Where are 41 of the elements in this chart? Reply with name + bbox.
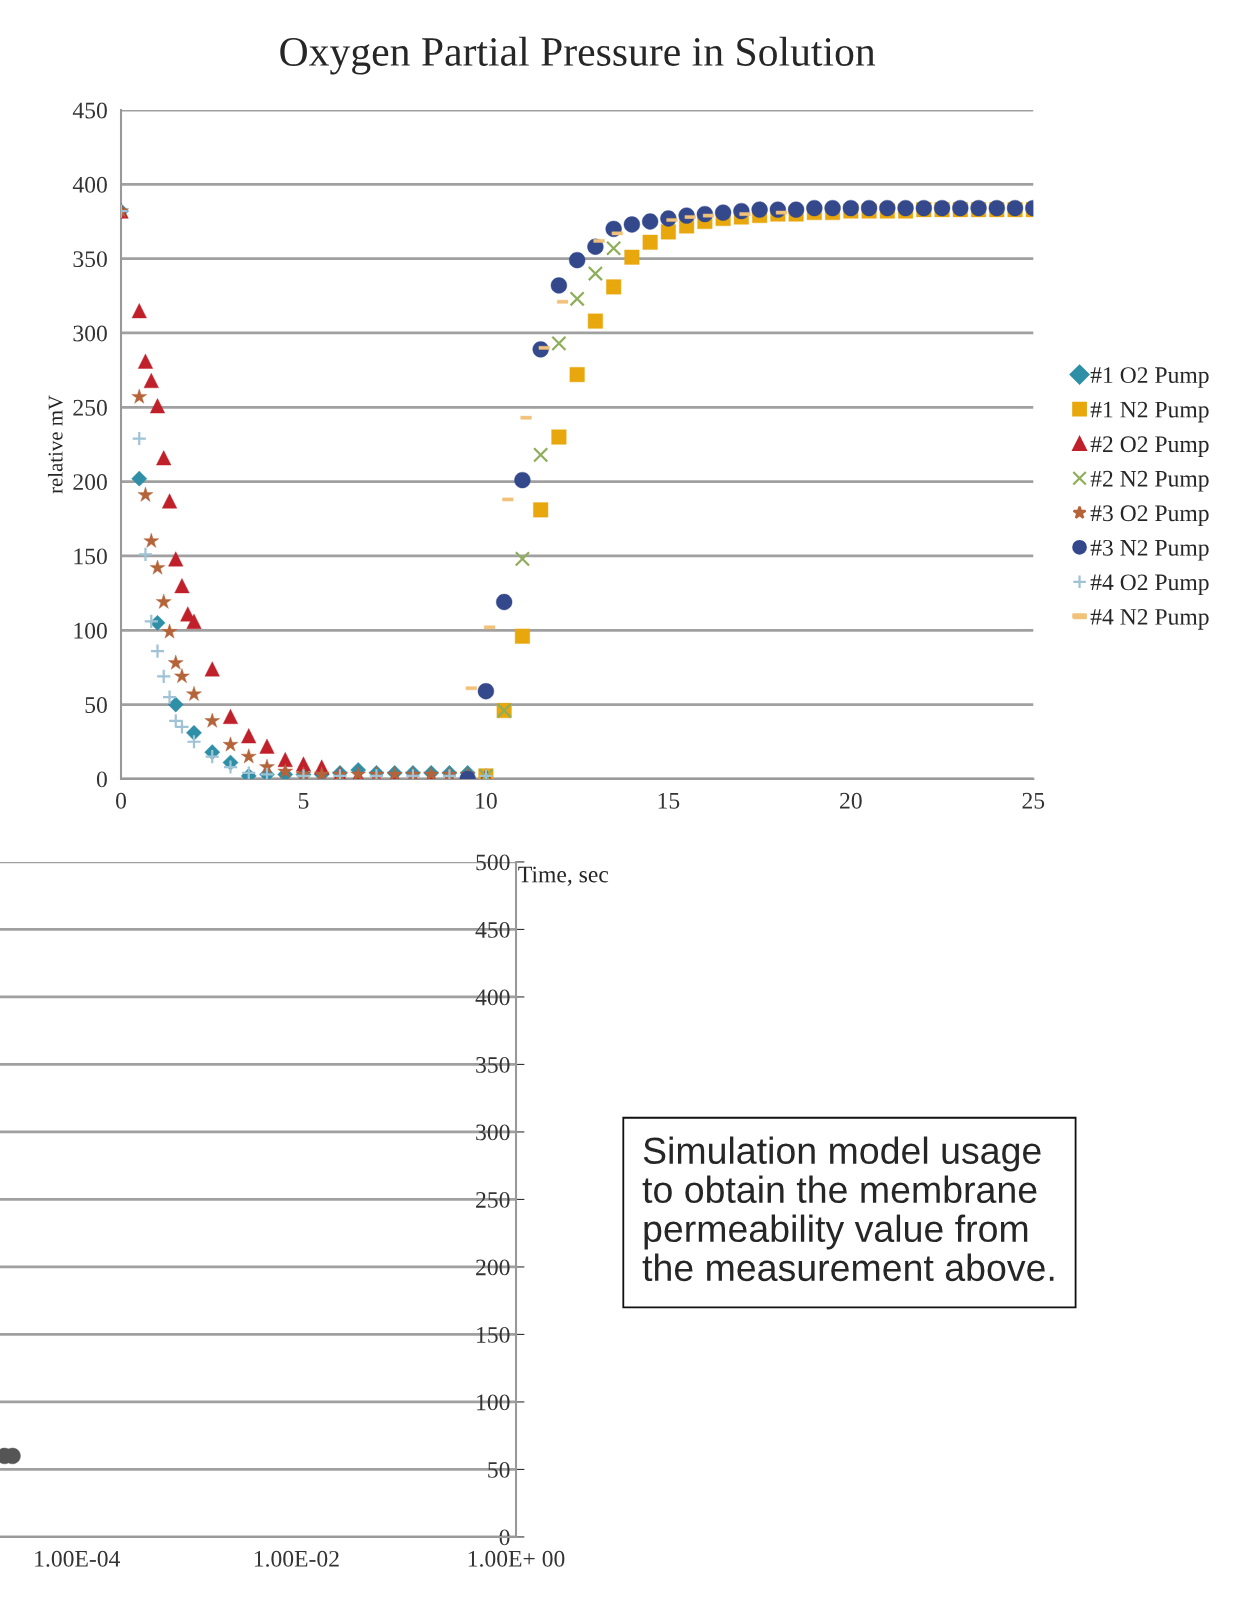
x-tick-label: 20 xyxy=(840,792,862,809)
y-tick-label: 50 xyxy=(85,697,107,714)
y-tick-label: 450 xyxy=(475,921,510,938)
x-tick-label: 1.00E-04 xyxy=(35,1550,120,1567)
y-tick-label: 300 xyxy=(73,325,107,342)
x-tick-label: 10 xyxy=(476,792,497,809)
y-tick-label: 450 xyxy=(72,102,107,119)
y-axis-title: relative mV xyxy=(47,395,63,494)
y-tick-label: 0 xyxy=(96,771,107,788)
y-tick-label: 50 xyxy=(488,1461,510,1478)
y-tick-label: 200 xyxy=(476,1259,510,1276)
x-tick-label: 25 xyxy=(1022,792,1045,809)
x-axis-title: Time, sec xyxy=(518,866,609,886)
x-tick-label: 1.00E+ 00 xyxy=(468,1550,565,1567)
y-tick-label: 350 xyxy=(73,251,107,268)
y-tick-label: 300 xyxy=(476,1124,510,1141)
y-tick-label: 100 xyxy=(477,1394,510,1411)
legend-label: #1 N2 Pump xyxy=(1090,401,1209,423)
x-tick-label: 15 xyxy=(658,792,680,809)
y-tick-label: 400 xyxy=(475,989,510,1006)
legend-label: #2 O2 Pump xyxy=(1090,436,1209,457)
x-tick-label: 5 xyxy=(298,793,309,809)
legend-label: #4 O2 Pump xyxy=(1090,574,1209,596)
y-tick-label: 400 xyxy=(72,176,107,193)
legend-label: #4 N2 Pump xyxy=(1090,608,1209,630)
legend-label: #2 N2 Pump xyxy=(1090,470,1209,492)
chart-title: Oxygen Partial Pressure in Solution xyxy=(280,36,876,75)
y-tick-label: 500 xyxy=(476,854,510,871)
y-tick-label: 150 xyxy=(74,548,107,565)
legend-label: #1 O2 Pump xyxy=(1090,367,1209,388)
x-tick-label: 0 xyxy=(116,792,127,809)
text: Simulation model usage to obtain the membrane permeability value from the measurement above. xyxy=(642,1136,1054,1282)
y-tick-label: 200 xyxy=(73,474,107,491)
y-tick-label: 250 xyxy=(476,1191,510,1208)
y-tick-label: 350 xyxy=(476,1056,510,1073)
legend-label: #3 N2 Pump xyxy=(1090,539,1209,561)
x-tick-label: 1.00E-02 xyxy=(254,1550,339,1567)
y-tick-label: 150 xyxy=(477,1326,510,1343)
y-tick-label: 250 xyxy=(73,399,107,416)
legend-label: #3 O2 Pump xyxy=(1090,505,1209,527)
y-tick-label: 100 xyxy=(74,622,107,639)
